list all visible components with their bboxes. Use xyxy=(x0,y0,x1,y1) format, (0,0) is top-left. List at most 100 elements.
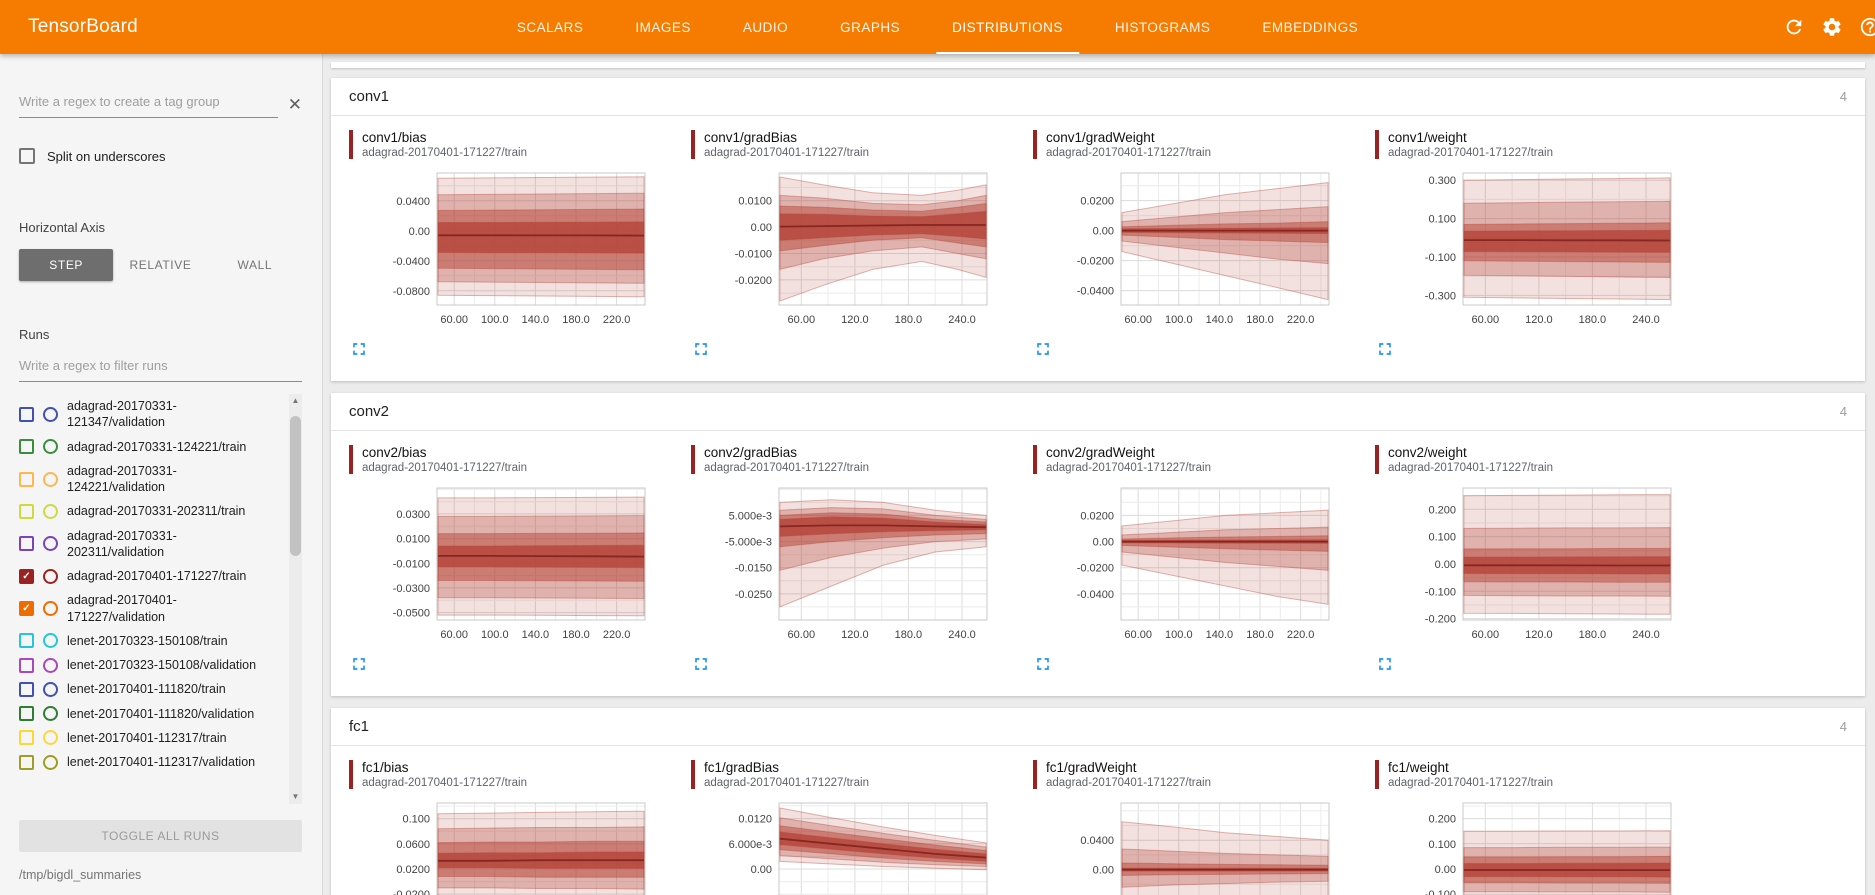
run-item[interactable]: adagrad-20170331-121347/validation xyxy=(19,394,284,435)
settings-gear-icon[interactable] xyxy=(1821,16,1843,38)
split-underscores-label: Split on underscores xyxy=(47,148,166,164)
chart-title: conv2/gradBias xyxy=(704,445,798,460)
split-underscores-row[interactable]: Split on underscores xyxy=(19,148,302,164)
scroll-down-icon[interactable]: ▼ xyxy=(291,792,300,801)
run-item[interactable]: adagrad-20170331-124221/train xyxy=(19,435,284,459)
app-title: TensorBoard xyxy=(28,16,138,37)
toggle-all-runs-button[interactable]: TOGGLE ALL RUNS xyxy=(19,820,302,852)
section-header-conv1[interactable]: conv1 4 xyxy=(331,78,1865,116)
run-item[interactable]: lenet-20170401-112317/train xyxy=(19,726,284,750)
svg-text:0.0300: 0.0300 xyxy=(396,509,430,521)
run-color-circle[interactable] xyxy=(43,681,58,697)
expand-chart-icon[interactable] xyxy=(691,339,711,359)
svg-text:140.0: 140.0 xyxy=(1206,629,1234,641)
svg-text:60.00: 60.00 xyxy=(440,314,468,326)
tab-distributions[interactable]: DISTRIBUTIONS xyxy=(926,0,1089,54)
run-color-circle[interactable] xyxy=(43,536,58,552)
run-checkbox[interactable]: ✓ xyxy=(19,568,34,584)
chart-conv2-bias: conv2/bias adagrad-20170401-171227/train 0… xyxy=(349,445,649,674)
section-card-conv1: conv1 4 conv1/bias adagrad-20170401-171227/… xyxy=(331,78,1865,381)
run-color-circle[interactable] xyxy=(43,633,58,649)
tab-graphs[interactable]: GRAPHS xyxy=(840,19,901,35)
svg-text:180.0: 180.0 xyxy=(1246,629,1274,641)
svg-text:0.0400: 0.0400 xyxy=(1080,835,1114,847)
run-checkbox[interactable] xyxy=(19,503,34,519)
refresh-icon[interactable] xyxy=(1783,16,1805,38)
run-checkbox[interactable] xyxy=(19,633,34,649)
runs-label: Runs xyxy=(19,327,50,342)
chart-fc1-gradWeight: fc1/gradWeight adagrad-20170401-171227/tr… xyxy=(1033,760,1333,895)
section-header-conv2[interactable]: conv2 4 xyxy=(331,393,1865,431)
chart-run-label: adagrad-20170401-171227/train xyxy=(362,462,527,474)
svg-text:0.0200: 0.0200 xyxy=(396,864,430,876)
scroll-up-icon[interactable]: ▲ xyxy=(291,396,300,405)
svg-text:0.0400: 0.0400 xyxy=(396,196,430,208)
run-item[interactable]: adagrad-20170331-202311/validation xyxy=(19,524,284,565)
run-label: adagrad-20170331-124221/train xyxy=(67,439,247,454)
expand-chart-icon[interactable] xyxy=(1375,339,1395,359)
run-checkbox[interactable] xyxy=(19,536,34,552)
run-item[interactable]: ✓ adagrad-20170401-171227/train xyxy=(19,564,284,588)
expand-chart-icon[interactable] xyxy=(691,654,711,674)
tab-images[interactable]: IMAGES xyxy=(635,19,691,35)
tab-histograms[interactable]: HISTOGRAMS xyxy=(1114,19,1211,35)
section-count: 4 xyxy=(1839,404,1847,419)
expand-chart-icon[interactable] xyxy=(1033,654,1053,674)
run-color-circle[interactable] xyxy=(43,471,58,487)
svg-text:-0.100: -0.100 xyxy=(1425,889,1456,895)
scrollbar-thumb[interactable] xyxy=(290,416,301,556)
close-icon[interactable]: ✕ xyxy=(287,95,302,114)
expand-chart-icon[interactable] xyxy=(1033,339,1053,359)
run-item[interactable]: ✓ adagrad-20170401-171227/validation xyxy=(19,588,284,629)
tab-embeddings[interactable]: EMBEDDINGS xyxy=(1262,19,1359,35)
expand-chart-icon[interactable] xyxy=(349,339,369,359)
expand-chart-icon[interactable] xyxy=(349,654,369,674)
run-color-circle[interactable] xyxy=(43,503,58,519)
run-item[interactable]: lenet-20170323-150108/train xyxy=(19,629,284,653)
chart-run-label: adagrad-20170401-171227/train xyxy=(704,777,869,789)
run-color-circle[interactable] xyxy=(43,754,58,770)
chart-title-block: fc1/bias adagrad-20170401-171227/train xyxy=(349,760,649,789)
split-underscores-checkbox[interactable] xyxy=(19,148,35,164)
run-checkbox[interactable] xyxy=(19,706,34,722)
expand-chart-icon[interactable] xyxy=(1375,654,1395,674)
tab-scalars[interactable]: SCALARS xyxy=(516,19,584,35)
run-checkbox[interactable] xyxy=(19,406,34,422)
run-color-circle[interactable] xyxy=(43,601,58,616)
run-color-circle[interactable] xyxy=(43,406,58,422)
runs-filter-input[interactable] xyxy=(19,350,302,382)
svg-text:60.00: 60.00 xyxy=(788,629,816,641)
run-color-circle[interactable] xyxy=(43,730,58,746)
run-color-circle[interactable] xyxy=(43,706,58,722)
chart-run-label: adagrad-20170401-171227/train xyxy=(1046,147,1211,159)
help-icon[interactable] xyxy=(1859,16,1875,38)
run-color-circle[interactable] xyxy=(43,439,58,455)
run-item[interactable]: adagrad-20170331-202311/train xyxy=(19,499,284,523)
tab-audio[interactable]: AUDIO xyxy=(742,19,789,35)
chart-title-block: fc1/weight adagrad-20170401-171227/train xyxy=(1375,760,1675,789)
chart-title: fc1/bias xyxy=(362,760,409,775)
svg-text:60.00: 60.00 xyxy=(1124,314,1152,326)
run-checkbox[interactable] xyxy=(19,730,34,746)
tag-filter-input[interactable] xyxy=(19,86,278,118)
run-color-circle[interactable] xyxy=(43,568,58,584)
run-checkbox[interactable] xyxy=(19,471,34,487)
section-header-fc1[interactable]: fc1 4 xyxy=(331,708,1865,746)
axis-mode-step[interactable]: STEP xyxy=(19,249,114,281)
svg-text:0.200: 0.200 xyxy=(1428,504,1456,516)
run-color-circle[interactable] xyxy=(43,657,58,673)
axis-mode-wall[interactable]: WALL xyxy=(208,249,302,281)
axis-mode-relative[interactable]: RELATIVE xyxy=(113,249,207,281)
run-checkbox[interactable] xyxy=(19,754,34,770)
run-item[interactable]: lenet-20170401-111820/validation xyxy=(19,702,284,726)
run-item[interactable]: adagrad-20170331-124221/validation xyxy=(19,459,284,500)
run-item[interactable]: lenet-20170323-150108/validation xyxy=(19,653,284,677)
run-item[interactable]: lenet-20170401-111820/train xyxy=(19,677,284,701)
run-checkbox[interactable]: ✓ xyxy=(19,601,34,616)
run-item[interactable]: lenet-20170401-112317/validation xyxy=(19,750,284,774)
svg-text:0.100: 0.100 xyxy=(1428,214,1456,226)
run-checkbox[interactable] xyxy=(19,439,34,455)
run-checkbox[interactable] xyxy=(19,657,34,673)
run-checkbox[interactable] xyxy=(19,681,34,697)
chart-conv1-bias: conv1/bias adagrad-20170401-171227/train 0… xyxy=(349,130,649,359)
